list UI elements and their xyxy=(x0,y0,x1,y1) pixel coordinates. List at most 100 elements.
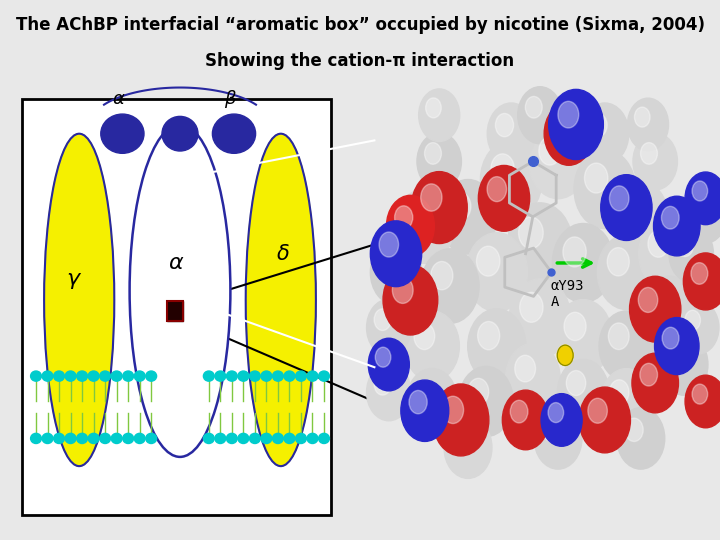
Ellipse shape xyxy=(30,433,42,443)
Bar xyxy=(167,301,183,321)
Ellipse shape xyxy=(99,433,110,443)
Circle shape xyxy=(401,380,449,441)
Circle shape xyxy=(585,163,608,193)
Ellipse shape xyxy=(307,433,318,443)
Circle shape xyxy=(509,279,571,358)
Text: $\alpha$: $\alpha$ xyxy=(168,253,184,273)
Circle shape xyxy=(459,367,513,436)
Ellipse shape xyxy=(284,433,295,443)
Ellipse shape xyxy=(65,371,76,381)
Circle shape xyxy=(431,261,453,290)
Circle shape xyxy=(660,334,708,395)
Ellipse shape xyxy=(226,371,238,381)
Ellipse shape xyxy=(76,433,88,443)
Ellipse shape xyxy=(42,433,53,443)
Circle shape xyxy=(557,345,573,366)
Circle shape xyxy=(366,364,411,421)
Text: The AChBP interfacial “aromatic box” occupied by nicotine (Sixma, 2004): The AChBP interfacial “aromatic box” occ… xyxy=(16,16,704,34)
Circle shape xyxy=(449,192,471,220)
Ellipse shape xyxy=(296,371,307,381)
Circle shape xyxy=(477,321,500,350)
Circle shape xyxy=(669,225,714,282)
Circle shape xyxy=(420,184,442,211)
Ellipse shape xyxy=(30,371,42,381)
Text: Showing the cation-π interaction: Showing the cation-π interaction xyxy=(205,52,515,70)
Circle shape xyxy=(495,113,513,137)
Circle shape xyxy=(383,265,438,335)
Circle shape xyxy=(433,384,489,456)
Circle shape xyxy=(478,165,530,231)
Circle shape xyxy=(629,276,681,342)
Circle shape xyxy=(692,384,708,404)
Circle shape xyxy=(691,262,708,284)
Circle shape xyxy=(387,195,434,256)
Circle shape xyxy=(405,311,459,381)
Circle shape xyxy=(589,113,607,137)
Ellipse shape xyxy=(204,371,215,381)
Circle shape xyxy=(534,408,582,469)
Circle shape xyxy=(566,370,586,395)
Circle shape xyxy=(426,98,441,118)
Circle shape xyxy=(608,323,629,349)
Circle shape xyxy=(375,347,391,367)
Circle shape xyxy=(552,224,614,302)
Circle shape xyxy=(685,310,701,330)
Circle shape xyxy=(439,179,497,254)
Circle shape xyxy=(600,174,652,240)
Circle shape xyxy=(518,217,544,249)
Circle shape xyxy=(510,400,528,423)
Circle shape xyxy=(648,231,669,257)
Circle shape xyxy=(549,90,603,159)
Circle shape xyxy=(678,301,719,354)
Ellipse shape xyxy=(296,433,307,443)
Ellipse shape xyxy=(99,371,110,381)
Ellipse shape xyxy=(250,433,261,443)
Ellipse shape xyxy=(53,433,65,443)
Circle shape xyxy=(370,239,422,305)
Circle shape xyxy=(417,133,462,190)
Circle shape xyxy=(554,300,612,374)
Circle shape xyxy=(487,177,507,201)
Ellipse shape xyxy=(44,134,114,466)
Ellipse shape xyxy=(272,433,284,443)
Circle shape xyxy=(425,143,441,164)
Circle shape xyxy=(548,403,564,423)
Circle shape xyxy=(634,107,650,127)
Circle shape xyxy=(542,418,560,442)
Ellipse shape xyxy=(204,433,215,443)
Ellipse shape xyxy=(145,371,157,381)
FancyBboxPatch shape xyxy=(22,99,331,515)
Circle shape xyxy=(633,133,678,190)
Circle shape xyxy=(415,380,435,405)
Circle shape xyxy=(374,374,391,395)
Circle shape xyxy=(468,379,489,405)
Circle shape xyxy=(609,380,629,405)
Circle shape xyxy=(607,248,629,276)
Circle shape xyxy=(544,102,593,165)
Ellipse shape xyxy=(130,125,230,457)
Ellipse shape xyxy=(246,134,316,466)
Ellipse shape xyxy=(76,371,88,381)
Circle shape xyxy=(395,206,413,229)
Circle shape xyxy=(419,89,460,141)
Ellipse shape xyxy=(238,371,249,381)
Circle shape xyxy=(526,97,542,118)
Ellipse shape xyxy=(111,371,122,381)
Circle shape xyxy=(662,327,679,349)
Circle shape xyxy=(574,150,636,228)
Circle shape xyxy=(405,201,428,230)
Circle shape xyxy=(409,390,427,414)
Circle shape xyxy=(480,140,542,219)
Bar xyxy=(167,301,183,321)
Circle shape xyxy=(662,206,679,229)
Circle shape xyxy=(685,191,720,243)
Circle shape xyxy=(609,186,629,211)
Circle shape xyxy=(541,394,582,446)
Ellipse shape xyxy=(101,114,144,153)
Ellipse shape xyxy=(145,433,157,443)
Text: $\alpha$: $\alpha$ xyxy=(112,90,125,108)
Circle shape xyxy=(617,408,665,469)
Ellipse shape xyxy=(238,433,249,443)
Ellipse shape xyxy=(272,371,284,381)
Circle shape xyxy=(613,182,668,252)
